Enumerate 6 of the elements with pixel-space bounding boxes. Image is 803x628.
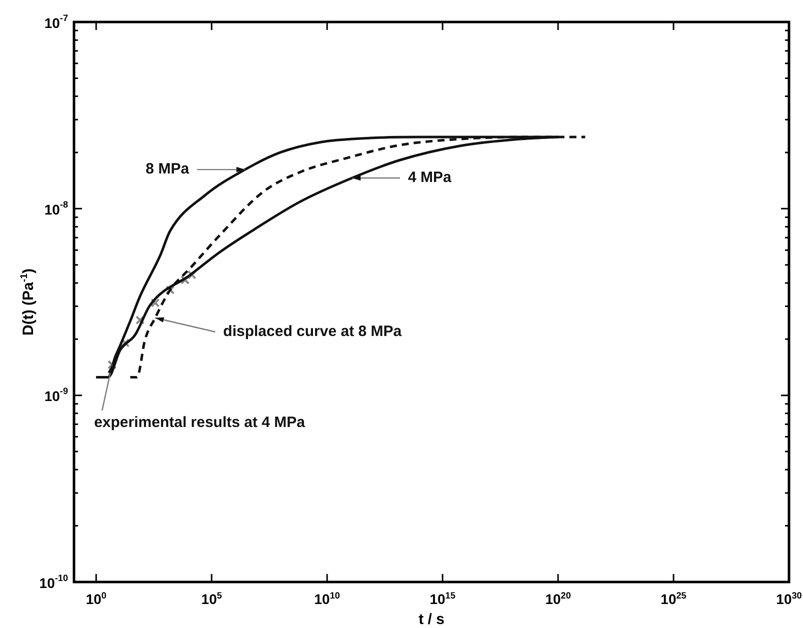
annotation: 4 MPa (408, 169, 452, 186)
y-axis-title: D(t) (Pa-1) (19, 268, 37, 336)
annotation: experimental results at 4 MPa (94, 414, 306, 431)
annotation: displaced curve at 8 MPa (223, 323, 402, 340)
x-axis-title: t / s (418, 611, 444, 628)
annotation: 8 MPa (146, 160, 190, 178)
